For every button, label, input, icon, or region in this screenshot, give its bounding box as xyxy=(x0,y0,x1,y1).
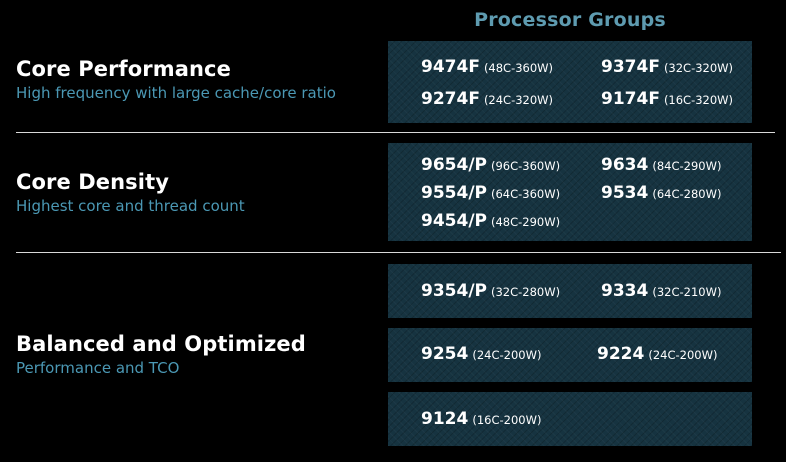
processor-spec: (48C-360W) xyxy=(483,61,554,75)
processor-entry: 9174F (16C-320W) xyxy=(601,89,733,109)
processor-model: 9554/P xyxy=(421,183,487,203)
processor-panel-balanced-2: 9254 (24C-200W) 9224 (24C-200W) xyxy=(388,328,752,382)
processor-spec: (64C-280W) xyxy=(652,187,722,201)
processor-panel-balanced-3: 9124 (16C-200W) xyxy=(388,392,752,446)
processor-entry: 9124 (16C-200W) xyxy=(421,409,541,429)
processor-spec: (64C-360W) xyxy=(490,187,561,201)
processor-spec: (24C-320W) xyxy=(483,93,554,107)
processor-entry: 9374F (32C-320W) xyxy=(601,57,733,77)
processor-spec: (32C-210W) xyxy=(652,285,722,299)
processor-entry: 9334 (32C-210W) xyxy=(601,281,721,301)
processor-spec: (24C-200W) xyxy=(648,348,718,362)
processor-model: 9374F xyxy=(601,57,660,77)
processor-model: 9454/P xyxy=(421,211,487,231)
processor-model: 9124 xyxy=(421,409,469,429)
processor-spec: (32C-320W) xyxy=(663,61,734,75)
processor-entry: 9224 (24C-200W) xyxy=(597,344,717,364)
processor-entry: 9354/P (32C-280W) xyxy=(421,281,560,301)
section-divider xyxy=(16,132,775,133)
processor-spec: (24C-200W) xyxy=(472,348,542,362)
category-core-performance: Core Performance High frequency with lar… xyxy=(16,57,336,102)
category-subtitle: Performance and TCO xyxy=(16,359,180,377)
category-title: Balanced and Optimized xyxy=(16,332,306,356)
section-divider xyxy=(16,252,781,253)
category-subtitle: High frequency with large cache/core rat… xyxy=(16,84,336,102)
processor-entry: 9274F (24C-320W) xyxy=(421,89,553,109)
processor-entry: 9254 (24C-200W) xyxy=(421,344,541,364)
processor-entry: 9634 (84C-290W) xyxy=(601,155,721,175)
processor-spec: (48C-290W) xyxy=(490,215,561,229)
processor-model: 9254 xyxy=(421,344,469,364)
processor-model: 9224 xyxy=(597,344,645,364)
processor-spec: (16C-320W) xyxy=(663,93,734,107)
processor-entry: 9654/P (96C-360W) xyxy=(421,155,560,175)
processor-spec: (32C-280W) xyxy=(490,285,561,299)
processor-model: 9274F xyxy=(421,89,480,109)
processor-spec: (16C-200W) xyxy=(472,413,542,427)
processor-model: 9334 xyxy=(601,281,649,301)
processor-spec: (96C-360W) xyxy=(490,159,561,173)
processor-spec: (84C-290W) xyxy=(652,159,722,173)
processor-entry: 9554/P (64C-360W) xyxy=(421,183,560,203)
processor-model: 9534 xyxy=(601,183,649,203)
processor-model: 9654/P xyxy=(421,155,487,175)
processor-entry: 9474F (48C-360W) xyxy=(421,57,553,77)
processor-entry: 9534 (64C-280W) xyxy=(601,183,721,203)
processor-panel-performance: 9474F (48C-360W) 9374F (32C-320W) 9274F (24… xyxy=(388,41,752,123)
processor-model: 9634 xyxy=(601,155,649,175)
category-subtitle: Highest core and thread count xyxy=(16,197,245,215)
category-title: Core Performance xyxy=(16,57,231,81)
processor-model: 9354/P xyxy=(421,281,487,301)
processor-panel-density: 9654/P (96C-360W) 9634 (84C-290W) 9554/P (6… xyxy=(388,143,752,241)
processor-panel-balanced-1: 9354/P (32C-280W) 9334 (32C-210W) xyxy=(388,264,752,318)
processor-groups-heading: Processor Groups xyxy=(474,9,666,31)
category-title: Core Density xyxy=(16,170,169,194)
category-core-density: Core Density Highest core and thread cou… xyxy=(16,170,245,215)
processor-entry: 9454/P (48C-290W) xyxy=(421,211,560,231)
processor-model: 9174F xyxy=(601,89,660,109)
processor-model: 9474F xyxy=(421,57,480,77)
category-balanced-optimized: Balanced and Optimized Performance and T… xyxy=(16,332,306,377)
